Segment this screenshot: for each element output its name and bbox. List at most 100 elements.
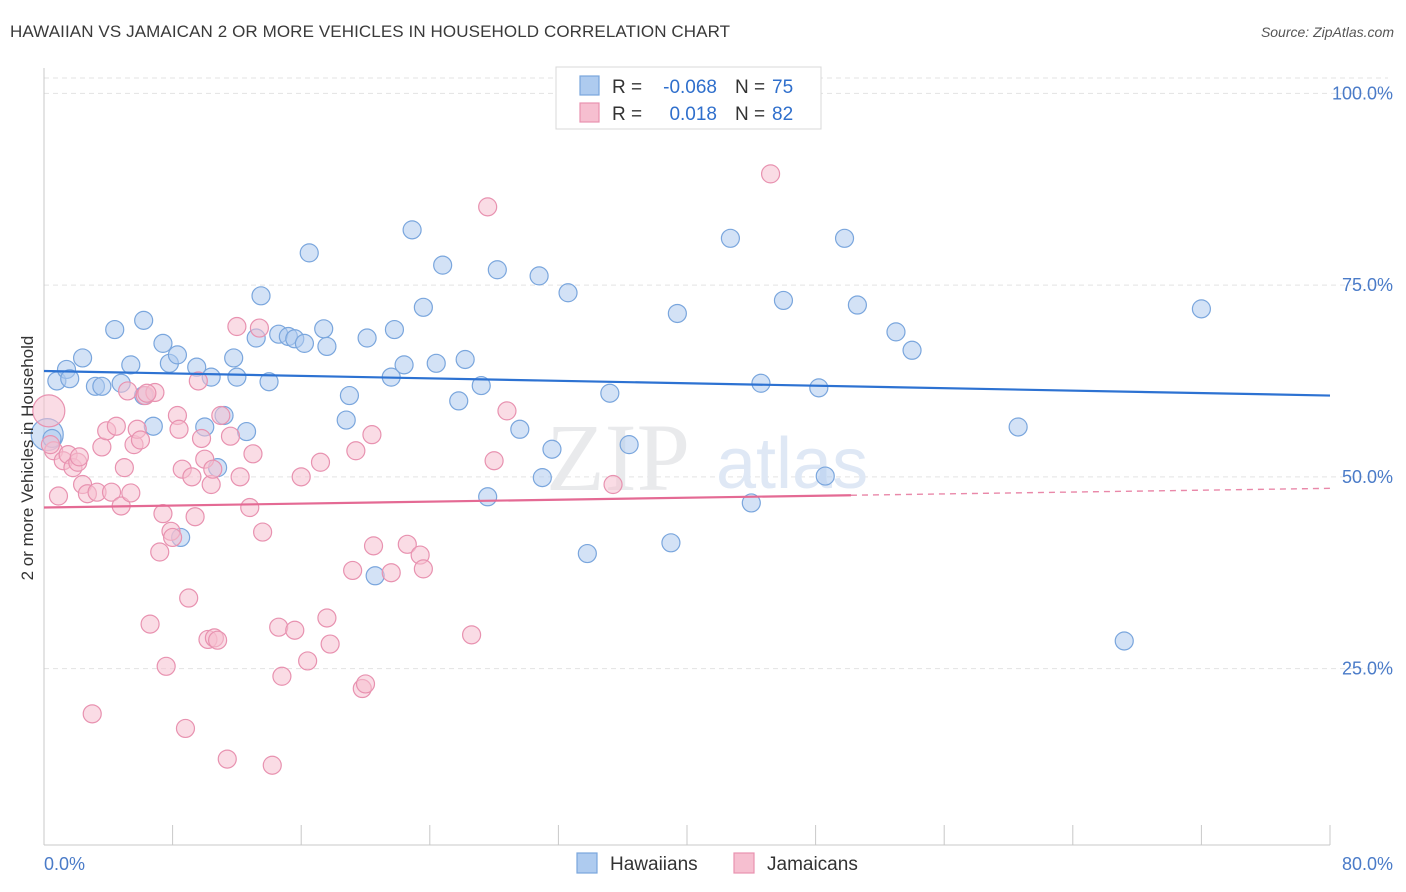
point-hawaiians [426,353,446,373]
point-jamaicans [269,617,289,637]
trend-lines [43,369,1331,509]
point-jamaicans [272,666,292,686]
axes: 25.0% 50.0% 75.0% 100.0% 0.0% 80.0% [43,68,1393,874]
point-hawaiians [365,566,385,586]
point-jamaicans [191,428,212,449]
point-jamaicans [82,704,102,724]
point-jamaicans [603,474,623,495]
point-hawaiians [339,385,360,406]
point-hawaiians [751,373,771,393]
point-jamaicans [253,522,273,542]
point-hawaiians [134,310,154,330]
point-jamaicans [249,318,270,338]
y-tick-label: 50.0% [1342,467,1393,487]
point-hawaiians [667,303,687,324]
legend-n-value-1: 75 [772,77,793,98]
point-jamaicans [397,534,417,554]
point-hawaiians [394,355,414,375]
point-jamaicans [363,536,384,556]
point-hawaiians [449,391,469,411]
point-hawaiians [577,543,597,564]
bottom-legend-hawaiians: Hawaiians [610,854,698,875]
point-jamaicans [48,486,69,506]
point-jamaicans [320,634,340,654]
point-hawaiians [661,533,681,553]
point-hawaiians [847,295,867,315]
point-hawaiians [542,439,562,459]
point-jamaicans [220,426,241,446]
point-jamaicans [413,559,433,579]
point-jamaicans [240,497,260,518]
watermark-atlas: atlas [716,424,868,504]
point-jamaicans [343,560,363,581]
point-jamaicans [355,674,376,694]
point-jamaicans [230,467,250,487]
point-jamaicans [169,419,189,439]
point-hawaiians [167,345,188,365]
point-hawaiians [1114,631,1134,651]
point-hawaiians [741,493,761,513]
point-jamaicans [317,608,337,628]
point-jamaicans [69,447,89,467]
point-hawaiians [529,266,549,286]
point-hawaiians [433,255,453,275]
y-axis-label: 2 or more Vehicles in Household [18,336,37,581]
y-tick-label: 25.0% [1342,659,1393,679]
point-jamaicans [497,401,517,421]
point-jamaicans [175,718,196,739]
point-hawaiians [60,369,80,389]
x-tick-label-min: 0.0% [44,854,85,874]
point-jamaicans [188,371,208,391]
point-jamaicans [101,482,122,502]
point-jamaicans [484,451,504,471]
point-jamaicans [130,430,151,450]
point-hawaiians [236,421,257,442]
point-hawaiians [809,378,829,398]
legend: R = -0.068 N = 75 R = 0.018 N = 82 [555,66,822,130]
point-jamaicans [760,164,781,184]
point-jamaicans [243,444,263,464]
legend-swatch-jamaicans [579,102,600,123]
point-hawaiians [902,340,922,360]
point-jamaicans [137,383,157,403]
point-jamaicans [211,405,231,426]
point-jamaicans [92,437,112,457]
point-jamaicans [163,527,183,548]
point-jamaicans [208,630,228,650]
point-jamaicans [227,316,247,337]
point-hawaiians [336,410,356,430]
point-hawaiians [600,383,620,403]
point-jamaicans [106,416,126,436]
source-credit: Source: ZipAtlas.com [1260,24,1394,40]
point-jamaicans [32,394,66,428]
point-jamaicans [346,441,366,461]
point-jamaicans [203,459,223,479]
point-hawaiians [153,333,173,353]
point-jamaicans [291,467,311,487]
legend-r-value-2: 0.018 [669,104,717,125]
bottom-legend-swatch-hawaiians [576,852,598,874]
bottom-legend: Hawaiians Jamaicans [576,852,858,875]
point-hawaiians [92,376,112,396]
point-hawaiians [1191,299,1212,319]
point-hawaiians [510,419,530,439]
point-jamaicans [150,542,170,562]
gridlines [44,77,1388,670]
point-jamaicans [262,755,282,775]
point-hawaiians [224,348,244,368]
point-hawaiians [402,220,422,240]
chart-title: HAWAIIAN VS JAMAICAN 2 OR MORE VEHICLES … [10,22,731,41]
point-hawaiians [815,466,835,486]
point-jamaicans [114,458,134,478]
point-hawaiians [532,468,552,488]
point-hawaiians [143,416,163,436]
legend-n-value-2: 82 [772,104,793,125]
point-jamaicans [362,425,382,445]
point-jamaicans [153,504,173,524]
point-hawaiians [1008,417,1028,437]
point-hawaiians [317,336,337,357]
point-hawaiians [471,375,491,396]
bottom-legend-swatch-jamaicans [733,852,755,874]
point-hawaiians [299,243,319,263]
point-hawaiians [886,322,906,342]
